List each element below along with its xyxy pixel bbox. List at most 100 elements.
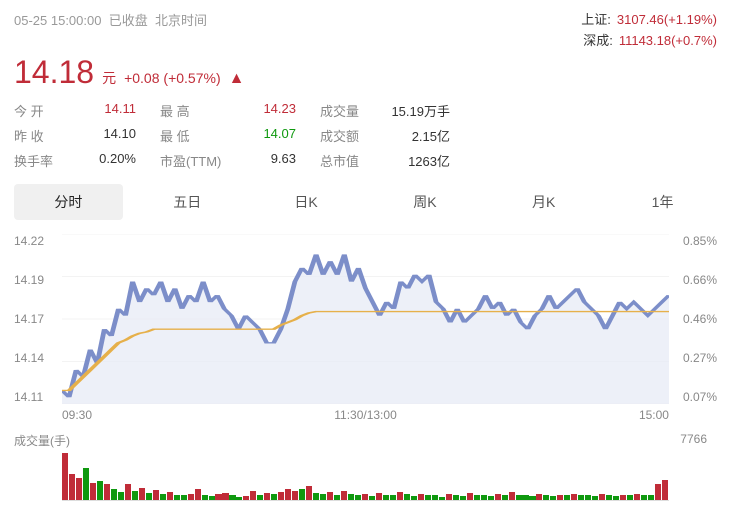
volume-bar [160,494,166,499]
volume-bar [306,486,312,499]
volume-bar [348,494,354,500]
volume-bar [104,484,110,499]
volume-bar [502,495,508,499]
price-block: 14.18 元 +0.08 (+0.57%) ▲ [14,54,717,91]
volume-bar [132,491,138,499]
stat-label: 成交量 [320,101,384,120]
volume-bar [564,495,570,499]
volume-bar [153,490,159,500]
volume-chart[interactable] [62,453,669,501]
up-arrow-icon: ▲ [229,70,245,88]
volume-bar [397,492,403,499]
volume-bar [292,491,298,500]
price-main: 14.18 [14,54,94,91]
volume-bar [648,495,654,499]
volume-bar [411,496,417,500]
tab-分时[interactable]: 分时 [14,184,123,220]
stat-label: 总市值 [320,151,384,170]
volume-bar [516,495,522,500]
volume-bar [543,495,549,499]
volume-bar [285,489,291,500]
volume-bar [209,496,215,500]
volume-max: 7766 [680,432,707,449]
stat-label: 市盈(TTM) [160,151,230,170]
volume-bar [446,494,452,499]
stat-label: 今 开 [14,101,70,120]
x-axis: 09:3011:30/13:0015:00 [62,408,669,422]
tab-日K[interactable]: 日K [252,184,361,220]
volume-bar [90,483,96,500]
stat-value: 2.15亿 [384,126,474,145]
tab-周K[interactable]: 周K [370,184,479,220]
volume-bar [299,489,305,499]
volume-bar [83,468,89,499]
header-timestamp: 05-25 15:00:00 已收盘 北京时间 [14,10,207,29]
volume-bar [236,497,242,500]
y-axis-left: 14.2214.1914.1714.1414.11 [14,234,62,404]
volume-bar [488,496,494,500]
volume-bar [250,491,256,499]
volume-bar [327,492,333,499]
stat-label: 最 高 [160,101,230,120]
volume-bar [313,493,319,500]
stat-value: 1263亿 [384,151,474,170]
chart-tabs: 分时五日日K周K 月K 1年 [14,184,717,220]
volume-bar [257,495,263,500]
volume-bar [174,495,180,500]
volume-bar [606,495,612,499]
tab-1年[interactable]: 1年 [608,184,717,220]
volume-bar [432,495,438,499]
volume-bar [390,495,396,499]
volume-bar [662,480,668,499]
volume-bar [655,484,661,499]
stats-grid: 今 开14.11最 高14.23成交量15.19万手昨 收14.10最 低14.… [14,101,717,170]
tab-月K[interactable]: 月K [489,184,598,220]
volume-bar [453,495,459,499]
volume-bar [369,496,375,500]
volume-bar [271,494,277,499]
volume-bar [334,495,340,500]
volume-bar [613,496,619,500]
volume-bar [425,495,431,500]
stat-label: 换手率 [14,151,70,170]
volume-bar [627,495,633,499]
volume-bar [202,495,208,500]
stat-value: 14.11 [70,101,160,120]
volume-bar [118,492,124,500]
volume-bar [229,495,235,499]
volume-bar [509,492,515,499]
price-chart[interactable]: 14.2214.1914.1714.1414.11 0.85%0.66%0.46… [14,234,717,404]
volume-bar [222,493,228,500]
volume-bar [620,495,626,500]
volume-bar [439,497,445,500]
volume-bar [376,493,382,500]
stat-value: 14.10 [70,126,160,145]
volume-bar [571,494,577,499]
stat-label: 最 低 [160,126,230,145]
tab-五日[interactable]: 五日 [133,184,242,220]
volume-bar [195,489,201,499]
volume-bar [97,481,103,500]
volume-bar [383,495,389,500]
volume-bar [557,495,563,500]
market-indices: 上证:3107.46(+1.19%) 深成:11143.18(+0.7%) [581,10,717,52]
volume-bar [362,494,368,499]
volume-bar [125,484,131,499]
stat-label: 昨 收 [14,126,70,145]
volume-bar [634,494,640,500]
volume-bar [536,494,542,499]
volume-bar [495,494,501,499]
volume-bar [215,494,221,499]
volume-bar [167,492,173,499]
volume-bar [139,488,145,499]
stat-value: 14.23 [230,101,320,120]
volume-bar [550,496,556,500]
volume-bar [355,495,361,499]
volume-bar [146,493,152,500]
volume-bar [181,495,187,499]
volume-bar [529,496,535,500]
volume-bar [264,493,270,500]
volume-bar [404,494,410,499]
volume-bar [341,491,347,499]
volume-bar [592,496,598,500]
